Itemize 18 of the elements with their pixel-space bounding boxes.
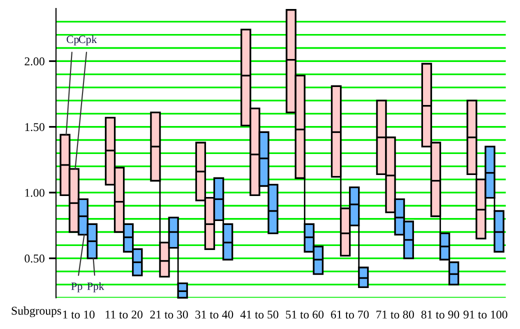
x-tick-label: 21 to 30 <box>150 310 188 319</box>
text: Pp <box>71 282 82 292</box>
y-tick-label: 0.50 <box>24 254 44 263</box>
x-tick-label: 91 to 100 <box>464 310 508 319</box>
x-tick-label: 71 to 80 <box>376 310 414 319</box>
text: Cpk <box>78 35 97 46</box>
x-tick-label: 51 to 60 <box>286 310 324 319</box>
y-tick-label: 1.00 <box>25 188 44 197</box>
x-tick-label: 61 to 70 <box>331 310 369 319</box>
x-tick-label: 11 to 20 <box>106 310 142 319</box>
text: Cp <box>66 36 79 46</box>
x-tick-label: 41 to 50 <box>240 310 278 319</box>
y-tick-label: 1.50 <box>25 123 44 132</box>
x-tick-label: 31 to 40 <box>195 310 234 319</box>
y-tick-label: 2.00 <box>24 57 44 66</box>
x-axis-title: Subgroups <box>12 306 62 318</box>
x-tick-label: 81 to 90 <box>421 310 460 319</box>
x-tick-label: 1 to 10 <box>63 310 95 319</box>
